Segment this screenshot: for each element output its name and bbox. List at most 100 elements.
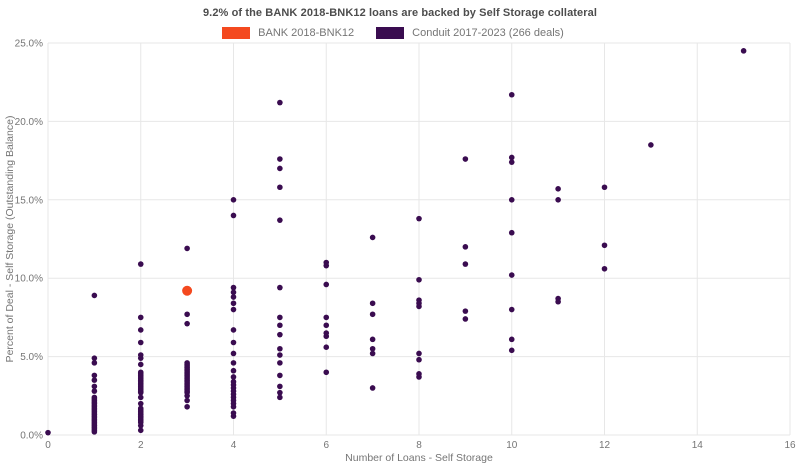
data-point xyxy=(416,303,422,310)
data-point xyxy=(323,333,330,340)
data-point xyxy=(369,234,376,241)
data-point xyxy=(277,156,283,162)
x-tick-label: 6 xyxy=(323,440,329,451)
x-axis-title: Number of Loans - Self Storage xyxy=(345,452,493,464)
data-point xyxy=(277,345,283,352)
data-point xyxy=(277,389,283,396)
data-point xyxy=(230,284,237,291)
data-point xyxy=(230,360,237,366)
x-tick-label: 14 xyxy=(692,440,704,451)
data-point xyxy=(137,422,144,429)
data-point xyxy=(230,294,237,300)
data-point xyxy=(230,197,237,203)
data-point xyxy=(601,184,608,191)
data-point xyxy=(137,261,144,267)
data-point xyxy=(182,285,193,296)
y-tick-label: 0.0% xyxy=(20,431,43,442)
data-point xyxy=(230,403,237,410)
data-point xyxy=(184,403,190,410)
data-point xyxy=(277,383,283,390)
data-point xyxy=(91,377,98,383)
data-point xyxy=(323,322,330,329)
legend-swatch-conduit xyxy=(376,27,405,39)
data-point xyxy=(91,429,98,435)
data-point xyxy=(508,154,515,161)
legend-label-bank: BANK 2018-BNK12 xyxy=(258,27,355,39)
data-point xyxy=(137,361,144,368)
data-point xyxy=(555,186,561,192)
data-point xyxy=(369,385,376,391)
y-tick-label: 15.0% xyxy=(15,195,43,206)
data-point xyxy=(508,336,515,343)
data-point xyxy=(230,413,237,419)
data-point xyxy=(369,336,376,343)
x-tick-label: 0 xyxy=(45,440,51,451)
y-axis-title: Percent of Deal - Self Storage (Outstand… xyxy=(4,116,16,363)
data-point xyxy=(137,327,144,333)
data-point xyxy=(508,306,515,313)
chart-title: 9.2% of the BANK 2018-BNK12 loans are ba… xyxy=(202,7,598,19)
data-point xyxy=(277,372,283,379)
data-point xyxy=(462,308,469,314)
data-point xyxy=(137,389,144,396)
data-point xyxy=(137,427,144,434)
data-point xyxy=(91,372,98,379)
data-point xyxy=(555,298,561,305)
data-point xyxy=(323,262,330,269)
data-point xyxy=(277,360,283,366)
data-point xyxy=(184,320,190,327)
data-point xyxy=(91,292,98,299)
data-point xyxy=(137,355,144,361)
data-point xyxy=(230,306,237,313)
data-point xyxy=(601,265,608,272)
y-tick-label: 10.0% xyxy=(15,274,43,285)
data-point xyxy=(277,217,283,223)
data-point xyxy=(230,367,237,374)
data-point xyxy=(184,397,190,404)
data-point xyxy=(137,394,144,401)
data-point xyxy=(277,394,283,401)
data-point xyxy=(462,244,469,250)
data-point xyxy=(45,429,51,436)
x-tick-label: 12 xyxy=(599,440,611,451)
data-point xyxy=(277,352,283,358)
data-point xyxy=(323,344,330,350)
y-tick-label: 20.0% xyxy=(15,117,43,128)
data-point xyxy=(323,314,330,321)
data-point xyxy=(740,48,747,54)
data-point xyxy=(416,356,422,363)
data-point xyxy=(508,91,515,98)
data-point xyxy=(230,289,237,296)
data-point xyxy=(462,261,469,267)
data-point xyxy=(184,393,190,399)
data-point xyxy=(416,276,422,283)
y-tick-label: 25.0% xyxy=(15,39,43,50)
data-point xyxy=(230,212,237,219)
data-point xyxy=(277,314,283,321)
data-point xyxy=(91,388,98,394)
data-point xyxy=(230,350,237,357)
data-point xyxy=(508,272,515,278)
legend-swatch-bank xyxy=(222,27,251,39)
x-tick-label: 4 xyxy=(231,440,237,451)
y-tick-label: 5.0% xyxy=(20,352,43,363)
data-point xyxy=(416,215,422,222)
data-point xyxy=(462,156,469,162)
legend-label-conduit: Conduit 2017-2023 (266 deals) xyxy=(412,27,564,39)
data-point xyxy=(601,242,608,249)
data-point xyxy=(184,245,190,252)
x-tick-label: 16 xyxy=(784,440,796,451)
legend: BANK 2018-BNK12 Conduit 2017-2023 (266 d… xyxy=(0,27,800,39)
data-point xyxy=(91,355,98,361)
data-point xyxy=(277,99,283,106)
data-point xyxy=(369,345,376,352)
data-point xyxy=(91,360,98,366)
data-point xyxy=(277,184,283,191)
data-point xyxy=(277,165,283,172)
data-point xyxy=(277,331,283,338)
data-point xyxy=(91,383,98,390)
data-point xyxy=(277,284,283,291)
data-point xyxy=(369,350,376,357)
data-point xyxy=(137,400,144,407)
x-tick-label: 8 xyxy=(416,440,422,451)
